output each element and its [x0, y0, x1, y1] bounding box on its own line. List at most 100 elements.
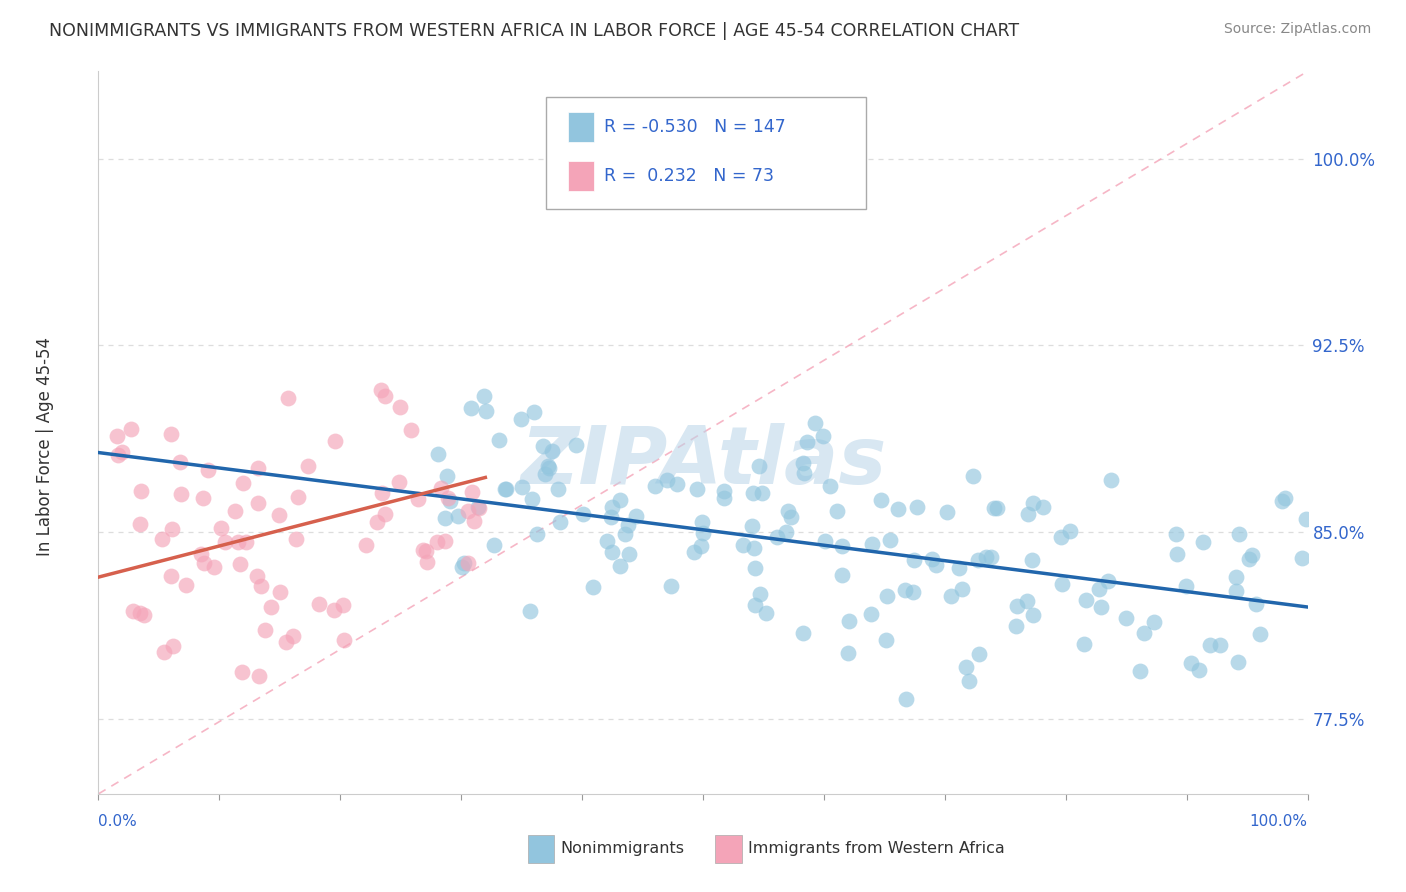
Point	[1274, 491, 1296, 505]
Point	[523, 405, 546, 419]
Point	[613, 526, 636, 541]
Point	[950, 582, 973, 597]
Point	[132, 607, 155, 622]
Point	[297, 459, 319, 474]
Point	[541, 443, 564, 458]
Point	[253, 623, 276, 637]
Point	[370, 383, 392, 397]
Text: Source: ZipAtlas.com: Source: ZipAtlas.com	[1223, 22, 1371, 37]
Point	[374, 389, 396, 403]
Point	[1074, 593, 1097, 607]
Point	[1022, 495, 1045, 509]
Point	[1005, 618, 1028, 632]
Point	[744, 561, 766, 575]
Point	[160, 427, 183, 442]
Point	[617, 518, 640, 533]
Point	[287, 490, 309, 504]
Point	[887, 502, 910, 516]
Point	[246, 495, 269, 509]
Point	[429, 481, 451, 495]
Point	[901, 585, 924, 599]
Point	[354, 538, 377, 552]
Point	[1271, 494, 1294, 508]
Point	[879, 533, 901, 547]
Point	[415, 544, 437, 558]
Text: 100.0%: 100.0%	[1250, 814, 1308, 829]
Point	[453, 557, 475, 571]
Point	[820, 479, 842, 493]
Point	[231, 665, 253, 680]
Point	[617, 548, 640, 562]
Point	[600, 500, 623, 514]
Point	[957, 673, 980, 688]
Point	[277, 391, 299, 405]
Point	[655, 473, 678, 487]
Point	[457, 556, 479, 570]
Point	[1244, 597, 1267, 611]
Point	[749, 587, 772, 601]
Point	[1017, 508, 1039, 522]
Point	[1225, 570, 1247, 584]
Point	[427, 447, 450, 461]
Point	[408, 491, 430, 506]
Point	[665, 477, 688, 491]
Point	[831, 568, 853, 582]
Point	[388, 475, 411, 489]
Point	[284, 532, 307, 546]
Point	[269, 508, 291, 522]
Point	[323, 434, 346, 448]
Point	[838, 614, 860, 628]
Point	[921, 552, 943, 566]
Point	[235, 534, 257, 549]
Point	[202, 559, 225, 574]
Point	[986, 501, 1008, 516]
Point	[903, 552, 925, 566]
Point	[463, 514, 485, 528]
Point	[948, 561, 970, 575]
Point	[169, 455, 191, 469]
Point	[214, 535, 236, 549]
Point	[600, 510, 623, 524]
Point	[228, 558, 250, 572]
Point	[1005, 599, 1028, 614]
Point	[713, 491, 735, 505]
Point	[742, 486, 765, 500]
Text: R = -0.530   N = 147: R = -0.530 N = 147	[603, 118, 786, 136]
Point	[742, 541, 765, 555]
Point	[744, 598, 766, 612]
Point	[967, 553, 990, 567]
Point	[755, 606, 778, 620]
Point	[1088, 582, 1111, 596]
Point	[426, 535, 449, 549]
Point	[1073, 636, 1095, 650]
Point	[246, 461, 269, 475]
Point	[439, 494, 461, 508]
Point	[980, 549, 1002, 564]
Point	[249, 579, 271, 593]
Point	[111, 445, 134, 459]
Point	[894, 583, 917, 598]
Point	[1115, 611, 1137, 625]
Point	[150, 532, 173, 546]
Point	[825, 504, 848, 518]
Point	[447, 509, 470, 524]
Point	[813, 428, 835, 442]
FancyBboxPatch shape	[568, 112, 595, 142]
Point	[713, 483, 735, 498]
Point	[1237, 552, 1260, 566]
Point	[792, 625, 814, 640]
Point	[1049, 530, 1071, 544]
Point	[160, 522, 183, 536]
Point	[451, 560, 474, 574]
Point	[792, 456, 814, 470]
Point	[1227, 527, 1250, 541]
Point	[333, 633, 356, 648]
Point	[226, 534, 249, 549]
Point	[105, 429, 128, 443]
Point	[308, 597, 330, 611]
Point	[412, 542, 434, 557]
Point	[1101, 474, 1123, 488]
Point	[741, 519, 763, 533]
Point	[1133, 626, 1156, 640]
Point	[129, 516, 152, 531]
